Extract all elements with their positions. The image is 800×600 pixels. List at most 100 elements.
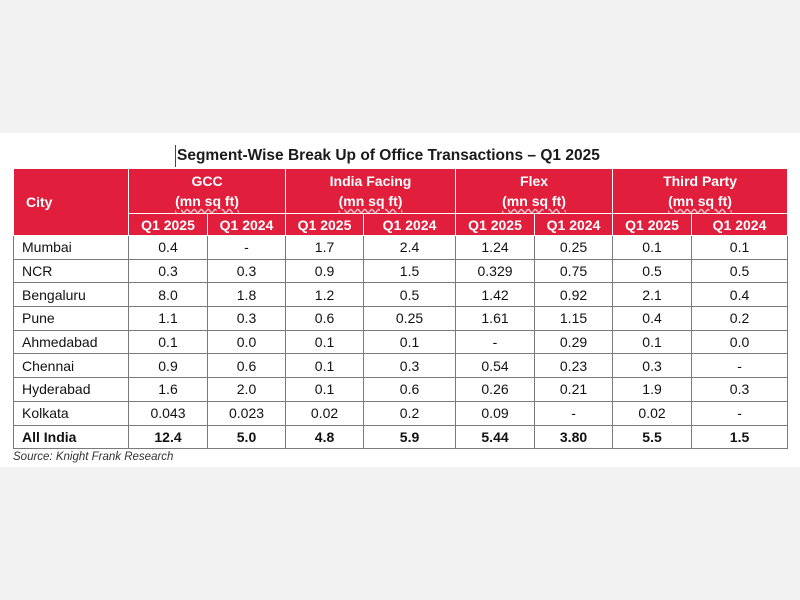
city-cell: Bengaluru	[13, 282, 129, 308]
value-cell: 0.09	[455, 400, 536, 426]
value-cell: 0.329	[455, 258, 536, 284]
value-cell: 0.1	[128, 329, 208, 355]
value-cell: 0.1	[285, 353, 365, 379]
value-cell: 8.0	[128, 282, 208, 308]
value-cell: 1.2	[285, 282, 365, 308]
value-cell: 0.9	[285, 258, 365, 284]
source-note: Source: Knight Frank Research	[13, 451, 174, 463]
value-cell: 0.5	[363, 282, 457, 308]
value-cell: 0.0	[691, 329, 789, 355]
value-cell: 1.7	[285, 235, 365, 260]
subheader-cell: Q1 2024	[206, 213, 287, 236]
group-unit: (mn sq ft)	[175, 193, 239, 209]
office-transactions-table: City GCC (mn sq ft) India Facing (mn sq …	[13, 168, 789, 449]
value-cell: 0.1	[285, 329, 365, 355]
value-cell: 1.8	[206, 282, 287, 308]
table-row: NCR 0.3 0.3 0.9 1.5 0.329 0.75 0.5 0.5	[13, 258, 789, 284]
value-cell: 3.80	[534, 424, 614, 449]
value-cell: 0.92	[534, 282, 614, 308]
value-cell: 0.75	[534, 258, 614, 284]
total-row: All India 12.4 5.0 4.8 5.9 5.44 3.80 5.5 1.5	[13, 424, 789, 449]
value-cell: 0.3	[691, 377, 789, 402]
value-cell: 5.44	[455, 424, 536, 449]
value-cell: 2.1	[612, 282, 693, 308]
value-cell: 0.9	[128, 353, 208, 379]
value-cell: 0.29	[534, 329, 614, 355]
value-cell: 0.1	[691, 235, 789, 260]
value-cell: 1.5	[691, 424, 789, 449]
group-unit: (mn sq ft)	[338, 193, 403, 209]
table-title: Segment-Wise Break Up of Office Transact…	[175, 145, 600, 167]
table-row: Bengaluru 8.0 1.8 1.2 0.5 1.42 0.92 2.1 0.4	[13, 282, 789, 308]
value-cell: 0.26	[455, 377, 536, 402]
value-cell: 1.24	[455, 235, 536, 260]
value-cell: 0.6	[285, 306, 365, 331]
subheader-cell: Q1 2024	[534, 213, 614, 236]
value-cell: -	[691, 353, 789, 379]
value-cell: 0.5	[691, 258, 789, 284]
city-cell: NCR	[13, 258, 129, 284]
group-name: Third Party	[663, 173, 737, 189]
value-cell: 0.4	[691, 282, 789, 308]
group-name: GCC	[191, 173, 223, 189]
value-cell: 0.043	[128, 400, 208, 426]
table-row: Mumbai 0.4-1.7 2.4 1.24 0.25 0.1 0.1	[13, 235, 789, 260]
table-row: Hyderabad 1.6 2.0 0.1 0.6 0.26 0.21 1.9 0.3	[13, 377, 789, 402]
value-cell: 12.4	[128, 424, 208, 449]
value-cell: 0.3	[206, 306, 287, 331]
value-cell: -	[691, 400, 789, 426]
value-cell: 0.21	[534, 377, 614, 402]
group-name: India Facing	[329, 173, 412, 189]
value-cell: 0.2	[691, 306, 789, 331]
value-cell: 0.1	[285, 377, 365, 402]
value-cell: 0.3	[363, 353, 457, 379]
header-group-india-facing: India Facing (mn sq ft)	[285, 168, 457, 214]
value-cell: 0.023	[206, 400, 287, 426]
table-row: Pune 1.1 0.3 0.6 0.25 1.61 1.15 0.4 0.2	[13, 306, 789, 331]
subheader-cell: Q1 2025	[285, 213, 365, 236]
value-cell: 0.1	[612, 235, 693, 260]
value-cell: 4.8	[285, 424, 365, 449]
value-cell: 0.54	[455, 353, 536, 379]
city-cell: Mumbai	[13, 235, 129, 260]
city-cell: Ahmedabad	[13, 329, 129, 355]
subheader-cell: Q1 2025	[455, 213, 536, 236]
group-unit: (mn sq ft)	[668, 193, 732, 209]
subheader-cell: Q1 2025	[612, 213, 693, 236]
value-cell: 1.9	[612, 377, 693, 402]
value-cell: 0.23	[534, 353, 614, 379]
table-row: Chennai 0.9 0.6 0.1 0.3 0.54 0.23 0.3-	[13, 353, 789, 379]
city-cell: All India	[13, 424, 129, 449]
value-cell: 5.0	[206, 424, 287, 449]
value-cell: 5.9	[363, 424, 457, 449]
header-group-gcc: GCC (mn sq ft)	[127, 168, 287, 214]
header-group-third-party: Third Party (mn sq ft)	[612, 168, 789, 214]
value-cell: 1.61	[455, 306, 536, 331]
group-name: Flex	[520, 173, 549, 189]
value-cell: 0.25	[363, 306, 457, 331]
city-cell: Kolkata	[13, 400, 129, 426]
value-cell: 1.1	[128, 306, 208, 331]
value-cell: 2.0	[206, 377, 287, 402]
value-cell: 0.6	[206, 353, 287, 379]
value-cell: -	[455, 329, 536, 355]
value-cell: 1.6	[128, 377, 208, 402]
value-cell: 0.3	[206, 258, 287, 284]
value-cell: 5.5	[612, 424, 693, 449]
value-cell: 0.02	[612, 400, 693, 426]
value-cell: 0.6	[363, 377, 457, 402]
subheader-cell: Q1 2025	[128, 213, 208, 236]
table-row: Kolkata 0.043 0.023 0.02 0.2 0.09-0.02-	[13, 400, 789, 426]
value-cell: 0.02	[285, 400, 365, 426]
value-cell: -	[534, 400, 614, 426]
value-cell: 0.5	[612, 258, 693, 284]
value-cell: 1.5	[363, 258, 457, 284]
value-cell: 0.1	[363, 329, 457, 355]
header-city: City	[13, 168, 129, 236]
header-group-flex: Flex (mn sq ft)	[455, 168, 614, 214]
value-cell: 1.42	[455, 282, 536, 308]
value-cell: 0.3	[612, 353, 693, 379]
value-cell: 0.3	[128, 258, 208, 284]
value-cell: 1.15	[534, 306, 614, 331]
subheader-cell: Q1 2024	[363, 213, 457, 236]
